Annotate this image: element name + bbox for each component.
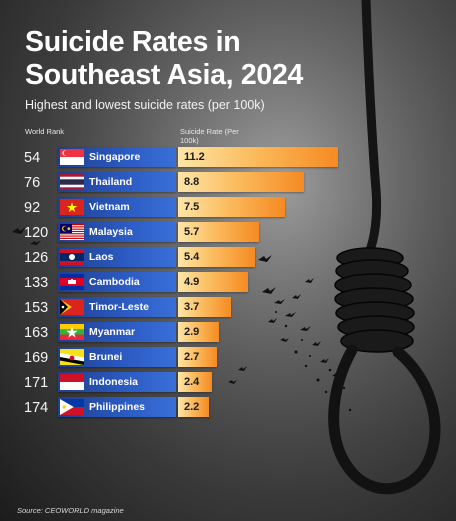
chart-row-philippines: 174 Philippines 2.2 [0,397,456,419]
country-bar: Laos [58,247,176,267]
country-label: Indonesia [89,376,139,388]
laos-flag-icon [60,249,84,265]
rate-bar: 7.5 [178,197,285,217]
country-label: Myanmar [89,326,136,338]
rate-data-label: 5.4 [184,251,200,263]
country-label: Brunei [89,351,123,363]
chart-row-vietnam: 92 Vietnam 7.5 [0,197,456,219]
country-bar: Malaysia [58,222,176,242]
birds-icon [12,227,341,384]
myanmar-flag-icon [60,324,84,340]
world-rank-label: 92 [24,200,41,216]
source-note: Source: CEOWORLD magazine [17,506,124,515]
world-rank-label: 76 [24,175,41,191]
world-rank-column-header: World Rank [25,127,65,136]
timor-leste-flag-icon [60,299,84,315]
country-label: Timor-Leste [89,301,149,313]
vietnam-flag-icon [60,199,84,215]
suicide-rate-column-header: Suicide Rate (Per 100k) [180,127,239,145]
rate-data-label: 3.7 [184,301,200,313]
world-rank-label: 169 [24,350,49,366]
chart-row-myanmar: 163 Myanmar 2.9 [0,322,456,344]
rate-data-label: 7.5 [184,201,200,213]
bird-particles [275,311,352,412]
country-bar: Myanmar [58,322,176,342]
country-bar: Singapore [58,147,176,167]
rate-bar: 2.9 [178,322,219,342]
country-label: Singapore [89,151,141,163]
rate-data-label: 2.9 [184,326,200,338]
rope-icon [361,0,382,260]
rate-data-label: 2.2 [184,401,200,413]
rate-bar: 5.4 [178,247,255,267]
world-rank-label: 133 [24,275,49,291]
world-rank-label: 126 [24,250,49,266]
country-label: Philippines [89,401,146,413]
noose-knot-icon [334,247,415,353]
country-bar: Vietnam [58,197,176,217]
country-bar: Thailand [58,172,176,192]
chart-row-malaysia: 120 Malaysia 5.7 [0,222,456,244]
country-bar: Timor-Leste [58,297,176,317]
indonesia-flag-icon [60,374,84,390]
brunei-flag-icon [60,349,84,365]
country-label: Vietnam [89,201,130,213]
country-bar: Brunei [58,347,176,367]
rate-bar: 2.7 [178,347,217,367]
chart-row-cambodia: 133 Cambodia 4.9 [0,272,456,294]
rate-data-label: 4.9 [184,276,200,288]
chart-row-indonesia: 171 Indonesia 2.4 [0,372,456,394]
world-rank-label: 174 [24,400,49,416]
chart-row-timor-leste: 153 Timor-Leste 3.7 [0,297,456,319]
country-label: Laos [89,251,114,263]
country-bar: Philippines [58,397,176,417]
chart-row-thailand: 76 Thailand 8.8 [0,172,456,194]
noose-loop-icon [328,344,441,495]
rate-bar: 5.7 [178,222,259,242]
country-label: Cambodia [89,276,140,288]
chart-row-singapore: 54 Singapore 11.2 [0,147,456,169]
rate-data-label: 2.7 [184,351,200,363]
world-rank-label: 54 [24,150,41,166]
philippines-flag-icon [60,399,84,415]
rate-bar: 2.4 [178,372,212,392]
chart-row-brunei: 169 Brunei 2.7 [0,347,456,369]
world-rank-label: 153 [24,300,49,316]
rate-bar: 11.2 [178,147,338,167]
world-rank-label: 163 [24,325,49,341]
chart-title: Suicide Rates in Southeast Asia, 2024 [25,26,304,91]
rate-data-label: 5.7 [184,226,200,238]
chart-row-laos: 126 Laos 5.4 [0,247,456,269]
country-label: Malaysia [89,226,133,238]
malaysia-flag-icon [60,224,84,240]
country-bar: Indonesia [58,372,176,392]
singapore-flag-icon [60,149,84,165]
country-label: Thailand [89,176,133,188]
world-rank-label: 120 [24,225,49,241]
rate-bar: 2.2 [178,397,209,417]
rate-data-label: 2.4 [184,376,200,388]
rate-data-label: 8.8 [184,176,200,188]
country-bar: Cambodia [58,272,176,292]
cambodia-flag-icon [60,274,84,290]
rate-bar: 3.7 [178,297,231,317]
chart-subtitle: Highest and lowest suicide rates (per 10… [25,98,265,112]
rate-bar: 4.9 [178,272,248,292]
rate-bar: 8.8 [178,172,304,192]
thailand-flag-icon [60,174,84,190]
world-rank-label: 171 [24,375,49,391]
rate-data-label: 11.2 [184,151,205,163]
